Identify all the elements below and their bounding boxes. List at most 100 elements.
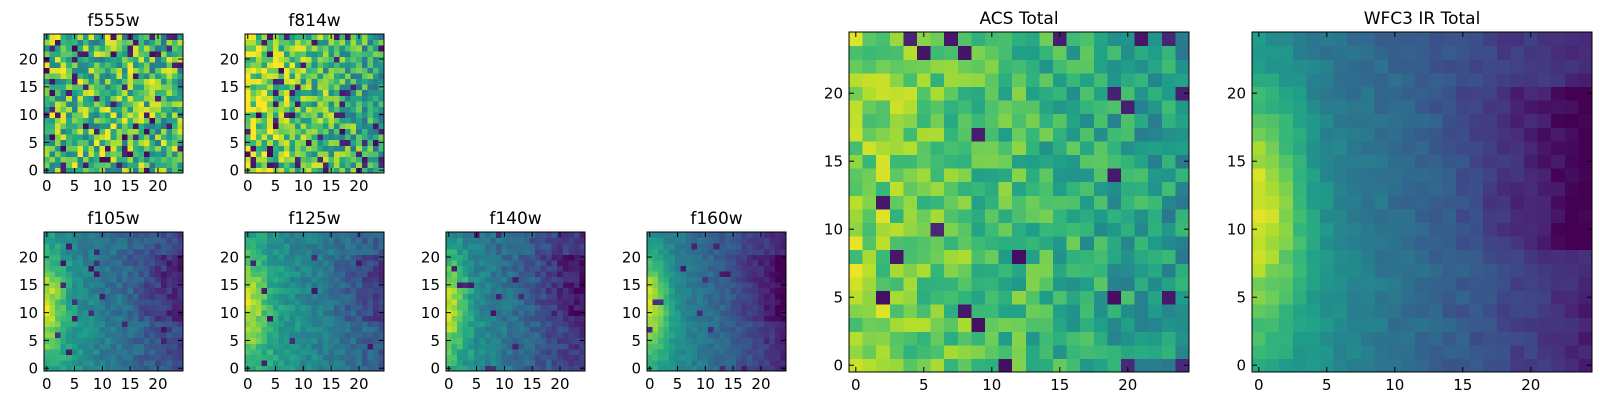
heatmap-cell (669, 259, 676, 266)
heatmap-cell (127, 106, 134, 113)
heatmap-cell (367, 320, 374, 328)
heatmap-cell (261, 84, 268, 91)
heatmap-cell (361, 106, 368, 113)
heatmap-cell (652, 320, 659, 328)
heatmap-cell (917, 344, 932, 359)
heatmap-cell (256, 161, 263, 169)
heatmap-cell (551, 265, 558, 272)
heatmap-cell (557, 287, 564, 294)
heatmap-cell (1374, 317, 1389, 332)
heatmap-cell (256, 337, 263, 344)
heatmap-cell (579, 232, 586, 239)
heatmap-cell (724, 259, 731, 266)
heatmap-cell (446, 315, 453, 322)
heatmap-cell (1107, 358, 1122, 373)
heatmap-cell (171, 248, 179, 255)
heatmap-cell (328, 243, 335, 250)
heatmap-cell (540, 343, 547, 350)
heatmap-cell (283, 265, 291, 272)
heatmap-cell (562, 265, 569, 272)
heatmap-cell (116, 326, 123, 333)
heatmap-cell (1347, 304, 1362, 319)
heatmap-cell (1080, 168, 1095, 183)
heatmap-cell (1161, 222, 1176, 237)
heatmap-cell (473, 326, 480, 333)
heatmap-cell (267, 161, 274, 169)
heatmap-cell (345, 145, 352, 152)
heatmap-cell (49, 67, 56, 74)
heatmap-cell (1066, 127, 1081, 142)
heatmap-cell (300, 122, 307, 130)
heatmap-cell (1053, 317, 1068, 332)
heatmap-cell (306, 45, 313, 52)
heatmap-cell (256, 78, 263, 85)
heatmap-cell (261, 95, 268, 102)
heatmap-cell (278, 122, 285, 130)
heatmap-cell (110, 232, 117, 239)
heatmap-cell (311, 359, 318, 367)
heatmap-cell (490, 293, 497, 300)
heatmap-cell (345, 100, 352, 107)
heatmap-cell (289, 95, 296, 102)
heatmap-cell (1093, 195, 1108, 210)
heatmap-cell (295, 150, 302, 157)
heatmap-cell (127, 117, 134, 124)
heatmap-cell (998, 86, 1013, 101)
heatmap-cell (372, 232, 380, 239)
heatmap-cell (367, 50, 374, 57)
heatmap-cell (60, 243, 67, 250)
heatmap-cell (88, 50, 95, 57)
heatmap-cell (468, 354, 475, 361)
heatmap-cell (518, 326, 525, 333)
x-tick-label: 15 (523, 375, 542, 393)
heatmap-cell (862, 100, 877, 115)
heatmap-cell (512, 343, 519, 350)
heatmap-cell (261, 270, 268, 278)
heatmap-cell (311, 298, 318, 305)
heatmap-cell (295, 287, 302, 294)
heatmap-cell (289, 326, 296, 333)
heatmap-cell (1551, 249, 1566, 264)
heatmap-cell (378, 122, 385, 130)
heatmap-cell (55, 248, 62, 255)
heatmap-cell (451, 287, 458, 294)
heatmap-cell (741, 265, 748, 272)
heatmap-cell (127, 56, 134, 63)
heatmap-cell (333, 95, 341, 102)
heatmap-cell (1320, 154, 1335, 169)
heatmap-cell (1053, 113, 1068, 128)
heatmap-cell (267, 270, 274, 278)
heatmap-cell (110, 50, 117, 57)
heatmap-cell (121, 243, 128, 250)
heatmap-cell (289, 259, 296, 266)
heatmap-cell (674, 282, 681, 289)
heatmap-cell (680, 304, 687, 311)
heatmap-cell (138, 50, 145, 57)
heatmap-cell (49, 304, 56, 311)
heatmap-cell (261, 145, 268, 152)
heatmap-cell (1148, 304, 1163, 319)
heatmap-cell (862, 181, 877, 196)
heatmap-cell (345, 282, 352, 289)
heatmap-cell (166, 150, 173, 157)
heatmap-cell (77, 84, 84, 91)
heatmap-cell (752, 237, 759, 244)
heatmap-cell (1134, 32, 1149, 47)
heatmap-cell (132, 276, 140, 283)
heatmap-cell (568, 287, 575, 294)
heatmap-cell (691, 326, 698, 333)
heatmap-cell (523, 232, 530, 239)
heatmap-cell (518, 320, 525, 328)
heatmap-cell (512, 315, 519, 322)
heatmap-cell (1537, 276, 1552, 291)
heatmap-cell (1320, 276, 1335, 291)
heatmap-cell (697, 270, 704, 278)
heatmap-cell (267, 117, 274, 124)
heatmap-cell (484, 315, 492, 322)
heatmap-cell (367, 78, 374, 85)
heatmap-cell (529, 270, 536, 278)
heatmap-cell (1360, 249, 1375, 264)
heatmap-cell (1121, 317, 1136, 332)
heatmap-cell (1442, 304, 1457, 319)
heatmap-cell (149, 145, 156, 152)
